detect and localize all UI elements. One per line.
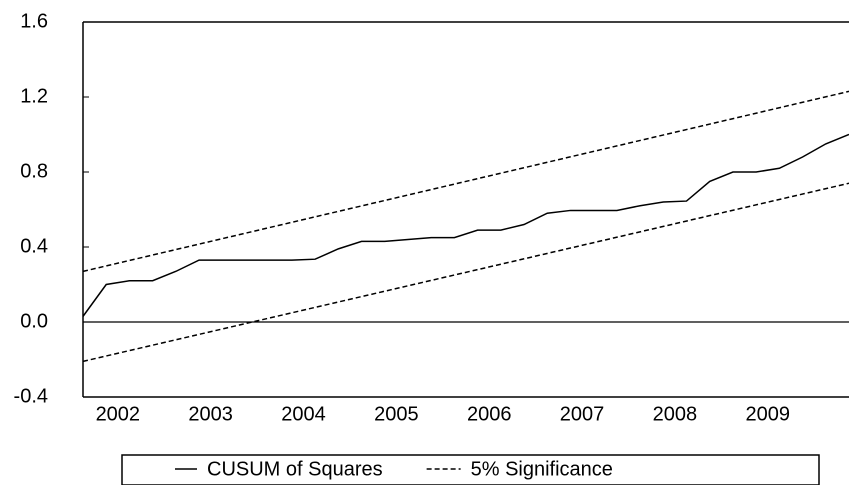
series-line [82, 133, 849, 317]
x-tick-label: 2005 [374, 403, 419, 425]
x-tick-label: 2009 [746, 403, 791, 425]
legend-box [121, 454, 820, 485]
y-tick-label: -0.4 [14, 385, 48, 407]
legend-label: CUSUM of Squares [207, 458, 383, 480]
y-tick-label: 0.4 [20, 235, 48, 257]
x-tick-label: 2008 [653, 403, 698, 425]
series-line [82, 90, 849, 273]
series-line [82, 182, 849, 363]
legend-label: 5% Significance [471, 458, 613, 480]
x-tick-label: 2002 [96, 403, 141, 425]
x-tick-label: 2003 [188, 403, 233, 425]
y-tick-label: 0.8 [20, 160, 48, 182]
y-tick-label: 1.6 [20, 10, 48, 32]
x-tick-label: 2007 [560, 403, 605, 425]
x-tick-label: 2006 [467, 403, 512, 425]
x-tick-label: 2004 [281, 403, 326, 425]
y-tick-label: 1.2 [20, 85, 48, 107]
y-tick-label: 0.0 [20, 310, 48, 332]
